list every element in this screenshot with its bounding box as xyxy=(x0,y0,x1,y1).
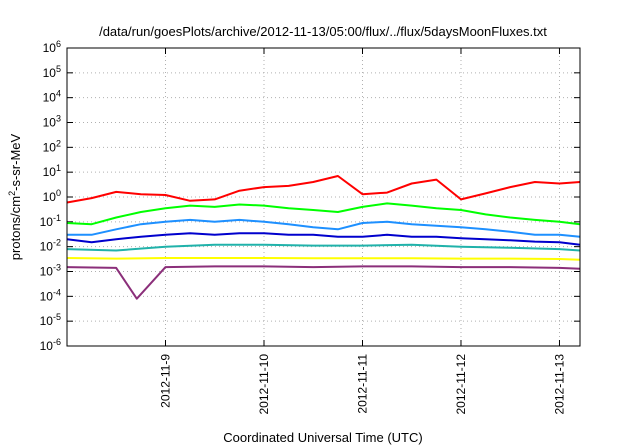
plot-frame xyxy=(66,47,581,347)
x-tick-label: 2012-11-9 xyxy=(158,354,172,408)
x-tick-label: 2012-11-13 xyxy=(552,354,566,415)
y-tick-label: 106 xyxy=(43,39,61,55)
y-tick-label: 10-1 xyxy=(40,213,61,229)
x-tick-label: 2012-11-10 xyxy=(257,354,271,415)
series-2-line xyxy=(67,218,581,238)
series-4-line xyxy=(66,243,581,252)
y-tick-labels: 10-6 10-5 10-4 10-3 10-2 10-1 100 101 102 103 104 1… xyxy=(40,39,61,353)
x-tick-label: 2012-11-11 xyxy=(355,354,369,414)
series-3-line xyxy=(66,232,581,246)
grid xyxy=(67,47,580,347)
x-axis-label: Coordinated Universal Time (UTC) xyxy=(223,430,422,445)
chart-title: /data/run/goesPlots/archive/2012-11-13/0… xyxy=(99,24,547,39)
x-tick-label: 2012-11-12 xyxy=(454,354,468,415)
y-tick-label: 102 xyxy=(43,138,61,154)
y-tick-label: 10-3 xyxy=(40,263,61,279)
y-tick-label: 10-5 xyxy=(40,312,61,328)
y-tick-label: 100 xyxy=(43,188,61,204)
y-axis-label: protons/cm2-s-sr-MeV xyxy=(7,133,23,260)
y-tick-label: 10-6 xyxy=(40,337,61,353)
series-0-line xyxy=(66,175,581,204)
series-5-line xyxy=(66,257,581,261)
y-tick-label: 104 xyxy=(43,89,61,105)
series-lines xyxy=(66,175,581,300)
y-tick-label: 10-2 xyxy=(40,238,61,254)
y-tick-label: 10-4 xyxy=(40,287,61,303)
y-tick-label: 103 xyxy=(43,114,61,130)
y-tick-label: 105 xyxy=(43,64,61,80)
x-tick-labels: 2012-11-9 2012-11-10 2012-11-11 2012-11-12 2… xyxy=(158,354,566,415)
series-1-line xyxy=(66,202,581,226)
y-tick-label: 101 xyxy=(43,163,61,179)
